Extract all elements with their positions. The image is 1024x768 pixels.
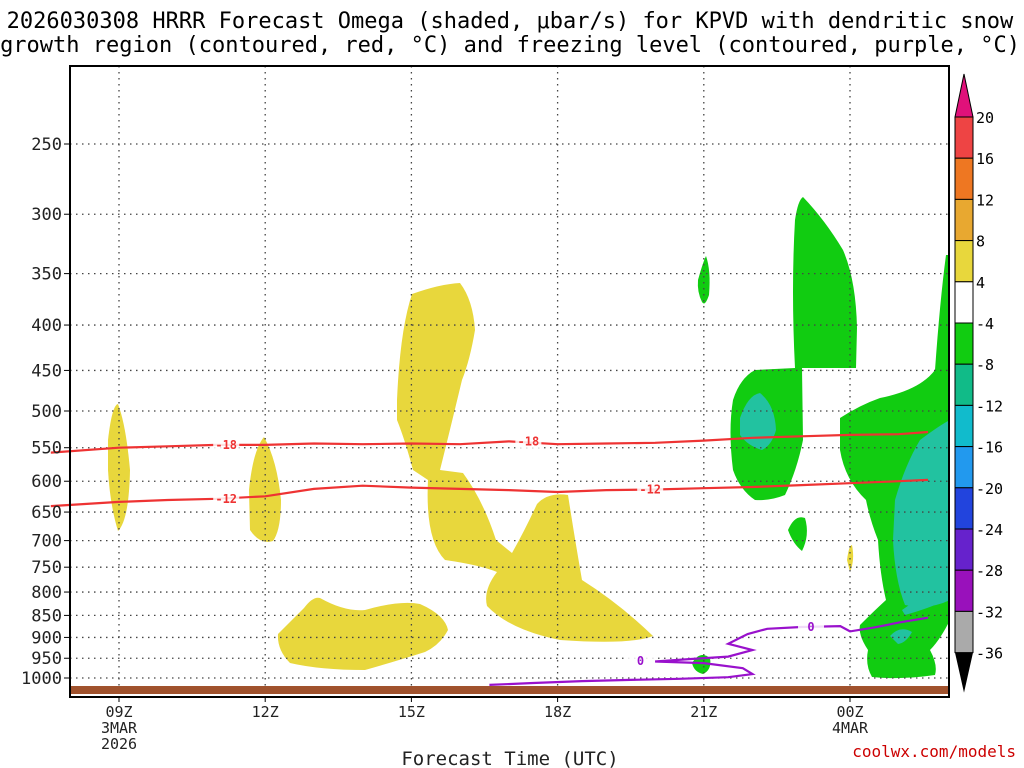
contour-label--18: -18	[215, 438, 237, 452]
colorbar-label--28: -28	[976, 562, 1003, 580]
colorbar: 20 16 12 8 4 -4 -8 -12 -16 -20 -24 -28 -32 -36	[954, 73, 1003, 693]
colorbar-swatch-5	[954, 322, 974, 365]
omega-fill-teal-3	[890, 629, 912, 644]
colorbar-swatch-12	[954, 610, 974, 654]
colorbar-swatch-1	[954, 157, 974, 200]
y-tick-label-650: 650	[31, 503, 62, 523]
omega-fill-yellow-2	[249, 437, 281, 542]
colorbar-label--32: -32	[976, 603, 1003, 621]
contour-label-bg	[515, 434, 542, 449]
colorbar-label-4: 4	[976, 274, 985, 292]
x-tick-label-2026: 2026	[101, 735, 137, 753]
y-tick-label-600: 600	[31, 472, 62, 492]
colorbar-swatch-3	[954, 240, 974, 283]
colorbar-swatch-4	[954, 281, 974, 324]
omega-fill-yellow-4	[277, 597, 448, 670]
y-tick-label-950: 950	[31, 649, 62, 669]
ground-strip	[70, 686, 948, 694]
colorbar-label--4: -4	[976, 315, 994, 333]
y-tick-label-700: 700	[31, 532, 62, 552]
omega-negative-fill-teal	[740, 393, 950, 644]
contour-label-0: 0	[807, 620, 814, 634]
contour-label-bg	[213, 491, 240, 506]
omega-fill-teal-4	[902, 588, 946, 615]
y-tick-label-550: 550	[31, 439, 62, 459]
plot-area: -18 -18 -12 -12 0 0	[50, 65, 950, 698]
colorbar-swatch-8	[954, 446, 974, 489]
y-tick-label-450: 450	[31, 361, 62, 381]
contour-line--12	[50, 478, 929, 508]
y-tick-label-1000: 1000	[21, 669, 62, 689]
colorbar-swatch-11	[954, 569, 974, 612]
y-tick-label-900: 900	[31, 628, 62, 648]
colorbar-label--12: -12	[976, 397, 1003, 415]
colorbar-swatch-9	[954, 487, 974, 530]
x-axis-label: Forecast Time (UTC)	[401, 748, 618, 768]
omega-fill-yellow-1	[108, 404, 130, 531]
colorbar-label-20: 20	[976, 109, 994, 127]
colorbar-swatch-7	[954, 404, 974, 448]
colorbar-label--20: -20	[976, 480, 1003, 498]
colorbar-label-12: 12	[976, 191, 994, 209]
y-axis-pressure-ticks: 2503003504004505005506006507007508008509…	[21, 135, 70, 689]
contour-label--18: -18	[518, 434, 540, 448]
x-tick-label-4mar: 4MAR	[832, 719, 869, 737]
x-tick-label-00z: 00Z	[836, 703, 863, 721]
y-tick-label-800: 800	[31, 583, 62, 603]
plot-frame	[69, 65, 950, 698]
x-tick-label-18z: 18Z	[544, 703, 571, 721]
y-tick-label-500: 500	[31, 402, 62, 422]
omega-fill-teal-1	[740, 393, 776, 450]
colorbar-label-16: 16	[976, 150, 994, 168]
credit-link[interactable]: coolwx.com/models	[852, 742, 1016, 761]
grid-lines	[70, 66, 948, 697]
omega-fill-green-3	[788, 517, 807, 551]
contour-line-0	[489, 616, 929, 686]
colorbar-top-arrow	[954, 73, 974, 118]
colorbar-label-8: 8	[976, 233, 985, 251]
x-tick-label-12z: 12Z	[252, 703, 279, 721]
contour-label-0: 0	[637, 654, 644, 668]
contour-label--12: -12	[215, 492, 237, 506]
x-tick-label-09z: 09Z	[105, 703, 132, 721]
omega-fill-green-1	[697, 256, 710, 304]
x-tick-label-15z: 15Z	[398, 703, 425, 721]
colorbar-swatch-10	[954, 528, 974, 571]
y-tick-label-750: 750	[31, 558, 62, 578]
omega-fill-green-2	[730, 197, 857, 501]
x-tick-label-3mar: 3MAR	[101, 719, 138, 737]
y-tick-label-350: 350	[31, 265, 62, 285]
contour-lines: -18 -18 -12 -12 0 0	[50, 430, 929, 686]
chart-title-line-1: 2026030308 HRRR Forecast Omega (shaded, …	[7, 9, 1014, 34]
colorbar-swatch-2	[954, 198, 974, 242]
colorbar-label--36: -36	[976, 645, 1003, 663]
y-tick-label-300: 300	[31, 205, 62, 225]
omega-fill-yellow-3	[397, 283, 653, 642]
contour-label--12: -12	[639, 482, 661, 496]
colorbar-label--8: -8	[976, 356, 994, 374]
y-tick-label-400: 400	[31, 316, 62, 336]
colorbar-label--24: -24	[976, 521, 1003, 539]
y-tick-label-850: 850	[31, 606, 62, 626]
colorbar-label--16: -16	[976, 439, 1003, 457]
x-tick-label-21z: 21Z	[690, 703, 717, 721]
contour-label-bg	[213, 437, 240, 452]
chart-title-line-2: growth region (contoured, red, °C) and f…	[0, 33, 1020, 58]
colorbar-bottom-arrow	[955, 652, 973, 693]
contour-label-bg	[627, 654, 654, 669]
omega-fill-teal-2	[893, 420, 950, 607]
colorbar-swatch-6	[954, 363, 974, 406]
contour-label-bg	[637, 482, 664, 497]
colorbar-swatch-0	[954, 116, 974, 159]
y-tick-label-250: 250	[31, 135, 62, 155]
omega-positive-fill	[108, 283, 854, 670]
contour-label-bg	[798, 620, 825, 635]
